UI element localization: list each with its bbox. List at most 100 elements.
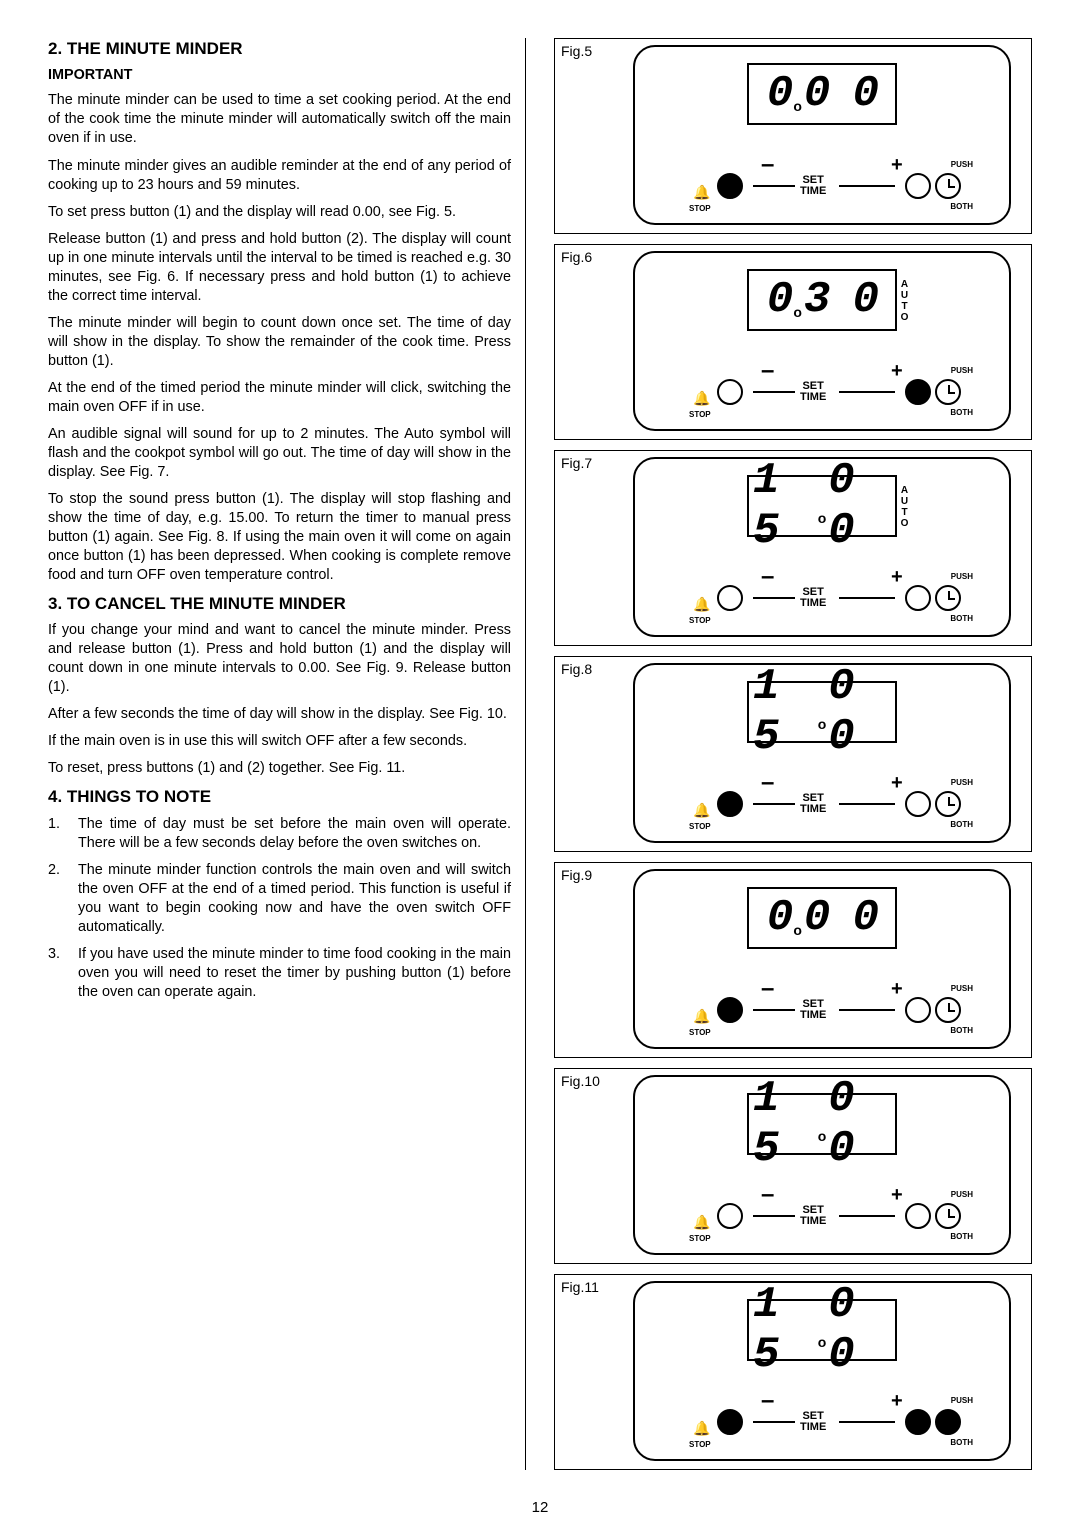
timer-panel: 1 5o0 0 🔔 STOP – SETTIME + PUSH BOTH xyxy=(633,1075,1011,1255)
connector-line xyxy=(753,803,795,805)
para: If the main oven is in use this will swi… xyxy=(48,732,511,751)
connector-line xyxy=(839,803,895,805)
set-time-label: SETTIME xyxy=(800,587,826,609)
minus-icon: – xyxy=(761,1389,774,1413)
lcd-value: 1 5o0 0 xyxy=(753,687,891,737)
figure-label: Fig.9 xyxy=(561,867,592,883)
button-1[interactable] xyxy=(717,379,743,405)
list-item: 1. The time of day must be set before the… xyxy=(48,815,511,853)
lcd-value: 1 5o0 0 xyxy=(753,1305,891,1355)
bell-icon: 🔔 xyxy=(693,1214,710,1231)
button-2[interactable] xyxy=(905,997,931,1023)
page-number: 12 xyxy=(0,1499,1080,1516)
lcd-display: 1 5o0 0 AUTO xyxy=(747,475,897,537)
bell-icon: 🔔 xyxy=(693,1008,710,1025)
figure-box: Fig.10 1 5o0 0 🔔 STOP – SETTIME + PUSH B… xyxy=(554,1068,1032,1264)
push-label: PUSH xyxy=(951,366,973,375)
stop-label: STOP xyxy=(689,1028,711,1037)
lcd-value: 1 5o0 0 xyxy=(753,1099,891,1149)
minus-icon: – xyxy=(761,565,774,589)
button-1[interactable] xyxy=(717,585,743,611)
minus-icon: – xyxy=(761,771,774,795)
figure-box: Fig.11 1 5o0 0 🔔 STOP – SETTIME + PUSH B… xyxy=(554,1274,1032,1470)
lcd-display: 0o0 0 xyxy=(747,887,897,949)
plus-icon: + xyxy=(891,567,903,587)
both-label: BOTH xyxy=(950,614,973,623)
heading-things: 4. THINGS TO NOTE xyxy=(48,786,511,808)
lcd-display: 0o0 0 xyxy=(747,63,897,125)
button-1[interactable] xyxy=(717,173,743,199)
minus-icon: – xyxy=(761,1183,774,1207)
plus-icon: + xyxy=(891,773,903,793)
connector-line xyxy=(839,185,895,187)
list-num: 3. xyxy=(48,945,68,1002)
clock-icon xyxy=(935,585,961,611)
lcd-display: 1 5o0 0 xyxy=(747,681,897,743)
para: At the end of the timed period the minut… xyxy=(48,379,511,417)
button-1[interactable] xyxy=(717,791,743,817)
right-column: Fig.5 0o0 0 🔔 STOP – SETTIME + PUSH BOTH xyxy=(554,38,1032,1470)
connector-line xyxy=(839,1421,895,1423)
plus-icon: + xyxy=(891,361,903,381)
push-label: PUSH xyxy=(951,1396,973,1405)
push-label: PUSH xyxy=(951,572,973,581)
lcd-value: 0o0 0 xyxy=(753,893,891,943)
stop-label: STOP xyxy=(689,616,711,625)
plus-icon: + xyxy=(891,979,903,999)
figure-box: Fig.8 1 5o0 0 🔔 STOP – SETTIME + PUSH BO… xyxy=(554,656,1032,852)
both-label: BOTH xyxy=(950,820,973,829)
connector-line xyxy=(753,1009,795,1011)
button-2[interactable] xyxy=(905,1409,931,1435)
button-1[interactable] xyxy=(717,997,743,1023)
stop-label: STOP xyxy=(689,410,711,419)
figure-box: Fig.6 0o3 0 AUTO 🔔 STOP – SETTIME + PUSH… xyxy=(554,244,1032,440)
button-1[interactable] xyxy=(717,1409,743,1435)
list-num: 1. xyxy=(48,815,68,853)
both-label: BOTH xyxy=(950,1232,973,1241)
stop-label: STOP xyxy=(689,204,711,213)
list-item: 3.If you have used the minute minder to … xyxy=(48,945,511,1002)
stop-label: STOP xyxy=(689,822,711,831)
para: To reset, press buttons (1) and (2) toge… xyxy=(48,759,511,778)
list-text: The time of day must be set before the m… xyxy=(78,815,511,853)
para: The minute minder can be used to time a … xyxy=(48,91,511,148)
connector-line xyxy=(839,1215,895,1217)
timer-panel: 1 5o0 0 AUTO 🔔 STOP – SETTIME + PUSH BOT… xyxy=(633,457,1011,637)
set-time-label: SETTIME xyxy=(800,793,826,815)
button-2[interactable] xyxy=(905,173,931,199)
connector-line xyxy=(839,1009,895,1011)
button-2[interactable] xyxy=(905,791,931,817)
para: The minute minder gives an audible remin… xyxy=(48,157,511,195)
list-item: 2.The minute minder function controls th… xyxy=(48,861,511,937)
para: Release button (1) and press and hold bu… xyxy=(48,230,511,306)
set-time-label: SETTIME xyxy=(800,175,826,197)
figure-label: Fig.6 xyxy=(561,249,592,265)
set-time-label: SETTIME xyxy=(800,381,826,403)
bell-icon: 🔔 xyxy=(693,802,710,819)
connector-line xyxy=(839,391,895,393)
button-2[interactable] xyxy=(905,585,931,611)
bell-icon: 🔔 xyxy=(693,1420,710,1437)
figure-box: Fig.5 0o0 0 🔔 STOP – SETTIME + PUSH BOTH xyxy=(554,38,1032,234)
set-time-label: SETTIME xyxy=(800,999,826,1021)
bell-icon: 🔔 xyxy=(693,390,710,407)
bell-icon: 🔔 xyxy=(693,184,710,201)
clock-icon xyxy=(935,173,961,199)
connector-line xyxy=(753,597,795,599)
button-1[interactable] xyxy=(717,1203,743,1229)
button-2[interactable] xyxy=(905,1203,931,1229)
button-2[interactable] xyxy=(905,379,931,405)
notes-list: 1. The time of day must be set before the… xyxy=(48,815,511,1002)
timer-panel: 1 5o0 0 🔔 STOP – SETTIME + PUSH BOTH xyxy=(633,663,1011,843)
push-label: PUSH xyxy=(951,1190,973,1199)
connector-line xyxy=(753,1421,795,1423)
list-text: The minute minder function controls the … xyxy=(78,861,511,937)
left-column: 2. THE MINUTE MINDER IMPORTANT The minut… xyxy=(48,38,526,1470)
controls-row: 🔔 STOP – SETTIME + PUSH BOTH xyxy=(635,561,1009,621)
both-label: BOTH xyxy=(950,408,973,417)
set-time-label: SETTIME xyxy=(800,1411,826,1433)
controls-row: 🔔 STOP – SETTIME + PUSH BOTH xyxy=(635,149,1009,209)
auto-indicator: AUTO xyxy=(899,279,909,323)
minus-icon: – xyxy=(761,977,774,1001)
connector-line xyxy=(753,185,795,187)
